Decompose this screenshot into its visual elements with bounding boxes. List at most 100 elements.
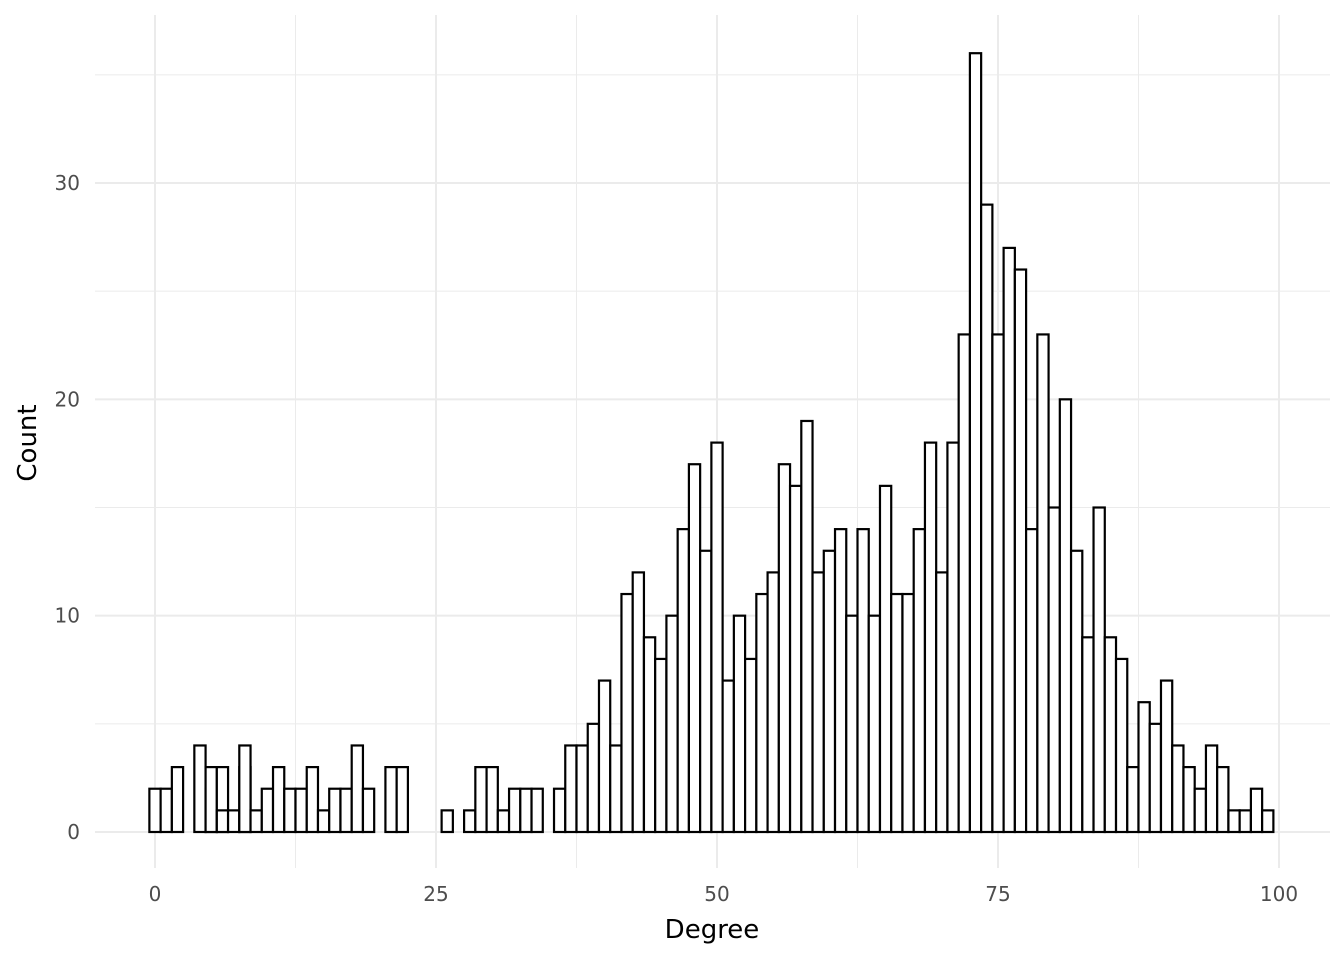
histogram-bar bbox=[721, 679, 735, 834]
histogram-bar bbox=[1261, 809, 1275, 834]
histogram-bar bbox=[946, 441, 960, 834]
histogram-bar bbox=[148, 787, 162, 834]
histogram-bar bbox=[496, 809, 511, 834]
histogram-bar bbox=[856, 528, 870, 834]
histogram-bar bbox=[923, 441, 938, 834]
histogram-bar bbox=[968, 52, 983, 834]
histogram-bar bbox=[339, 787, 353, 834]
histogram-bar bbox=[1249, 787, 1264, 834]
histogram-bar bbox=[1204, 744, 1219, 834]
histogram-bar bbox=[1058, 398, 1073, 834]
histogram-bar bbox=[957, 333, 971, 834]
histogram-bar bbox=[519, 787, 533, 834]
y-axis-ticks: 0 10 20 30 bbox=[55, 171, 80, 844]
histogram-bar bbox=[642, 636, 657, 834]
histogram-bar bbox=[1182, 765, 1196, 834]
histogram-bar bbox=[361, 787, 376, 834]
histogram-bar bbox=[1103, 636, 1118, 834]
histogram-bar bbox=[350, 744, 365, 834]
histogram-bar bbox=[788, 484, 803, 834]
x-tick-label: 50 bbox=[704, 882, 729, 906]
histogram-bar bbox=[1024, 528, 1039, 834]
histogram-bar bbox=[777, 463, 792, 834]
histogram-bar bbox=[1081, 636, 1095, 834]
histogram-bar bbox=[384, 765, 398, 834]
histogram-bar bbox=[665, 614, 679, 834]
x-tick-label: 25 bbox=[423, 882, 448, 906]
histogram-bar bbox=[463, 809, 477, 834]
histogram-bar bbox=[1238, 809, 1253, 834]
histogram-bar bbox=[530, 787, 544, 834]
histogram-bar bbox=[890, 592, 904, 834]
histogram-bar bbox=[710, 441, 724, 834]
histogram-bar bbox=[316, 809, 331, 834]
histogram-bar bbox=[597, 679, 612, 834]
histogram-bar bbox=[586, 722, 601, 834]
histogram-bar bbox=[800, 419, 814, 834]
histogram-bar bbox=[676, 528, 690, 834]
histogram-bar bbox=[271, 765, 286, 834]
histogram-bars bbox=[148, 52, 1275, 834]
histogram-bar bbox=[654, 657, 668, 834]
y-tick-label: 30 bbox=[55, 171, 80, 195]
histogram-bar bbox=[1159, 679, 1174, 834]
histogram-bar bbox=[1137, 701, 1151, 834]
histogram-bar bbox=[1216, 765, 1230, 834]
y-tick-label: 0 bbox=[67, 820, 80, 844]
histogram-bar bbox=[564, 744, 578, 834]
histogram-bar bbox=[1002, 246, 1016, 834]
histogram-bar bbox=[260, 787, 275, 834]
histogram-bar bbox=[507, 787, 522, 834]
histogram-bar bbox=[440, 809, 454, 834]
histogram-bar bbox=[609, 744, 623, 834]
x-axis-title: Degree bbox=[665, 915, 760, 945]
x-tick-label: 0 bbox=[149, 882, 162, 906]
histogram-bar bbox=[743, 657, 758, 834]
histogram-bar bbox=[226, 809, 241, 834]
histogram-bar bbox=[620, 592, 634, 834]
y-axis-title: Count bbox=[13, 404, 43, 481]
x-tick-label: 75 bbox=[985, 882, 1010, 906]
histogram-bar bbox=[901, 592, 915, 834]
histogram-bar bbox=[1171, 744, 1185, 834]
histogram-bar bbox=[935, 571, 949, 834]
histogram-bar bbox=[1193, 787, 1208, 834]
histogram-bar bbox=[1126, 765, 1140, 834]
histogram-bar bbox=[1036, 333, 1050, 834]
histogram-bar bbox=[1148, 722, 1163, 834]
histogram-bar bbox=[485, 765, 499, 834]
histogram-bar bbox=[878, 484, 893, 834]
histogram-bar bbox=[732, 614, 747, 834]
histogram-bar bbox=[215, 809, 230, 834]
histogram-bar bbox=[204, 765, 218, 834]
histogram-bar bbox=[249, 809, 263, 834]
histogram-bar bbox=[631, 571, 646, 834]
histogram-bar bbox=[159, 787, 173, 834]
histogram-bar bbox=[305, 765, 320, 834]
histogram-bar bbox=[552, 787, 567, 834]
y-tick-label: 10 bbox=[55, 604, 80, 628]
histogram-bar bbox=[1047, 506, 1061, 834]
histogram-bar bbox=[238, 744, 252, 834]
histogram-bar bbox=[766, 571, 780, 834]
histogram-bar bbox=[283, 787, 297, 834]
histogram-bar bbox=[193, 744, 207, 834]
histogram-bar bbox=[294, 787, 308, 834]
histogram-bar bbox=[170, 765, 185, 834]
histogram-bar bbox=[845, 614, 859, 834]
histogram-bar bbox=[699, 549, 713, 834]
histogram-bar bbox=[867, 614, 882, 834]
histogram-bar bbox=[833, 528, 848, 834]
histogram-bar bbox=[991, 333, 1005, 834]
histogram-bar bbox=[1013, 268, 1028, 834]
y-tick-label: 20 bbox=[55, 387, 80, 411]
histogram-bar bbox=[1069, 549, 1084, 834]
histogram-bar bbox=[1092, 506, 1106, 834]
histogram-bar bbox=[687, 463, 702, 834]
histogram-bar bbox=[811, 571, 825, 834]
histogram-bar bbox=[328, 787, 342, 834]
x-tick-label: 100 bbox=[1260, 882, 1298, 906]
histogram-bar bbox=[980, 203, 994, 834]
x-axis-ticks: 0 25 50 75 100 bbox=[149, 882, 1298, 906]
